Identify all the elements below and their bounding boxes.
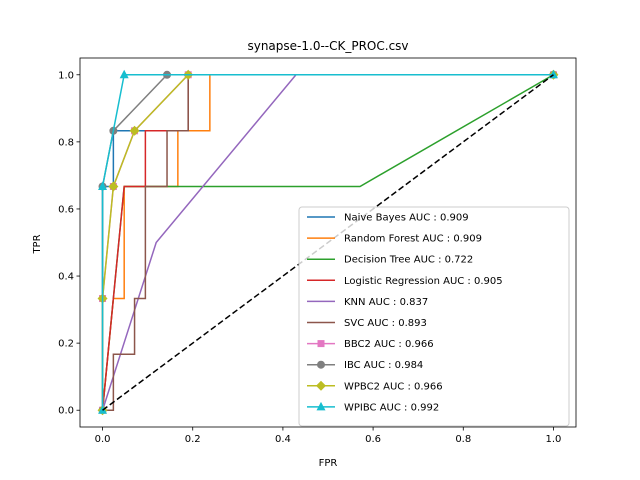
legend-label-3: Logistic Regression AUC : 0.905: [344, 276, 503, 287]
legend-marker-7: [317, 360, 325, 369]
series-line-9: [101, 74, 554, 411]
legend-label-4: KNN AUC : 0.837: [344, 297, 428, 308]
legend-label-5: SVC AUC : 0.893: [344, 318, 427, 329]
legend-label-9: WPIBC AUC : 0.992: [344, 402, 439, 413]
x-tick-label-0: 0.0: [95, 434, 111, 445]
y-axis-label: TPR: [32, 234, 43, 254]
x-tick-label-3: 0.6: [365, 434, 381, 445]
y-tick-label-5: 1.0: [58, 70, 74, 81]
legend-marker-6: [317, 340, 325, 348]
legend-label-8: WPBC2 AUC : 0.966: [344, 381, 443, 392]
legend: Naive Bayes AUC : 0.909 Random Forest AUC…: [298, 206, 570, 427]
legend-label-6: BBC2 AUC : 0.966: [344, 339, 434, 350]
legend-label-2: Decision Tree AUC : 0.722: [344, 255, 473, 266]
x-tick-label-2: 0.4: [275, 434, 291, 445]
legend-marker-8: [316, 380, 326, 391]
y-tick-label-0: 0.0: [58, 406, 74, 417]
legend-label-7: IBC AUC : 0.984: [344, 360, 423, 371]
legend-box: [298, 206, 570, 427]
data-point-8-3: [129, 125, 140, 136]
y-tick-label-1: 0.2: [58, 339, 74, 350]
x-tick-label-5: 1.0: [546, 434, 562, 445]
data-point-8-2: [108, 181, 119, 192]
plot-frame: [79, 57, 577, 428]
y-tick-label-3: 0.6: [58, 204, 74, 215]
chart-title: synapse-1.0--CK_PROC.csv: [247, 39, 408, 53]
data-point-9-1: [98, 181, 108, 190]
x-tick-label-1: 0.2: [185, 434, 201, 445]
legend-label-0: Naive Bayes AUC : 0.909: [344, 213, 469, 224]
legend-marker-9: [316, 401, 326, 411]
legend-label-1: Random Forest AUC : 0.909: [344, 234, 482, 245]
x-tick-label-4: 0.8: [455, 434, 471, 445]
y-tick-label-2: 0.4: [58, 272, 74, 283]
axes: 0.0 0.2 0.4 0.6 0.8 1.0 0.0 0.2 0.4 0.6 0.8 1.0: [58, 57, 577, 445]
y-tick-label-4: 0.8: [58, 137, 74, 148]
x-axis-label: FPR: [319, 458, 338, 469]
data-point-9-2: [119, 69, 129, 79]
